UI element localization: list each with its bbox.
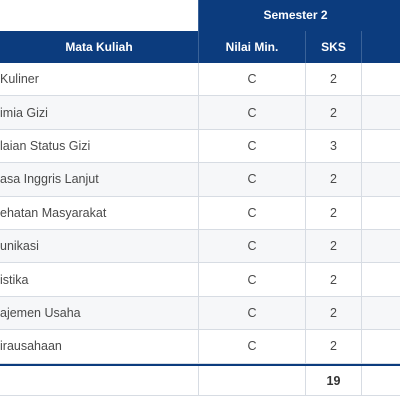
min-grade: C bbox=[198, 63, 305, 96]
total-min-cell bbox=[198, 366, 305, 395]
course-name: ajemen Usaha bbox=[0, 305, 81, 320]
credits: 2 bbox=[305, 296, 361, 330]
table-row: istika C 2 bbox=[0, 263, 400, 297]
credits: 2 bbox=[305, 330, 361, 363]
header-credits: SKS bbox=[305, 31, 361, 63]
course-name: Kuliner bbox=[0, 72, 39, 87]
credits: 3 bbox=[305, 129, 361, 163]
course-name: imia Gizi bbox=[0, 105, 48, 120]
table-row: ajemen Usaha C 2 bbox=[0, 296, 400, 331]
total-credits: 19 bbox=[305, 366, 361, 395]
min-grade: C bbox=[198, 129, 305, 163]
total-row: 19 bbox=[0, 364, 400, 396]
extra-cell bbox=[361, 63, 400, 96]
total-extra-cell bbox=[361, 366, 400, 395]
extra-cell bbox=[361, 96, 400, 129]
credits: 2 bbox=[305, 96, 361, 129]
table-body: Kuliner C 2 imia Gizi C 2 laian Status Gizi C 3 a… bbox=[0, 63, 400, 364]
min-grade: C bbox=[198, 296, 305, 330]
table-header-row: Mata Kuliah Nilai Min. SKS bbox=[0, 31, 400, 63]
credits: 2 bbox=[305, 163, 361, 196]
min-grade: C bbox=[198, 263, 305, 296]
header-min-grade: Nilai Min. bbox=[198, 31, 305, 63]
course-name: laian Status Gizi bbox=[0, 138, 91, 153]
extra-cell bbox=[361, 196, 400, 229]
header-course: Mata Kuliah bbox=[65, 40, 133, 54]
extra-cell bbox=[361, 296, 400, 330]
table-row: ehatan Masyarakat C 2 bbox=[0, 196, 400, 230]
credits: 2 bbox=[305, 63, 361, 96]
extra-cell bbox=[361, 229, 400, 263]
min-grade: C bbox=[198, 229, 305, 263]
min-grade: C bbox=[198, 96, 305, 129]
credits: 2 bbox=[305, 196, 361, 229]
credits: 2 bbox=[305, 229, 361, 263]
table-row: irausahaan C 2 bbox=[0, 330, 400, 364]
extra-cell bbox=[361, 330, 400, 363]
table-row: Kuliner C 2 bbox=[0, 63, 400, 97]
course-name: istika bbox=[0, 272, 29, 287]
course-name: irausahaan bbox=[0, 339, 62, 354]
table-row: laian Status Gizi C 3 bbox=[0, 129, 400, 164]
extra-cell bbox=[361, 263, 400, 296]
semester-title: Semester 2 bbox=[263, 8, 328, 22]
header-extra bbox=[361, 31, 400, 63]
course-name: unikasi bbox=[0, 239, 39, 254]
extra-cell bbox=[361, 129, 400, 163]
extra-cell bbox=[361, 163, 400, 196]
table-row: unikasi C 2 bbox=[0, 229, 400, 264]
min-grade: C bbox=[198, 163, 305, 196]
semester-header-cell bbox=[198, 0, 400, 31]
credits: 2 bbox=[305, 263, 361, 296]
total-label-cell bbox=[0, 366, 198, 395]
course-name: asa Inggris Lanjut bbox=[0, 172, 99, 187]
course-name: ehatan Masyarakat bbox=[0, 205, 107, 220]
min-grade: C bbox=[198, 330, 305, 363]
table-row: imia Gizi C 2 bbox=[0, 96, 400, 130]
min-grade: C bbox=[198, 196, 305, 229]
table-row: asa Inggris Lanjut C 2 bbox=[0, 163, 400, 197]
